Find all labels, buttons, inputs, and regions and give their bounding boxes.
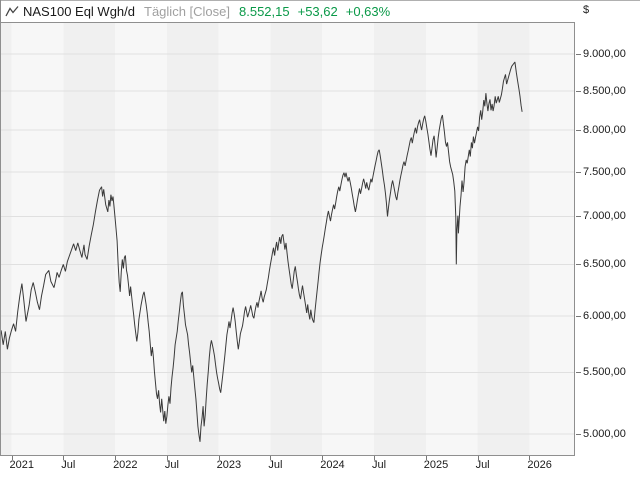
- symbol-label: NAS100 Eql Wgh/d: [23, 4, 136, 19]
- currency-unit-label: $: [583, 4, 590, 16]
- half-year-band: [11, 23, 64, 455]
- half-year-band: [529, 23, 574, 455]
- y-axis-tick: [576, 216, 581, 218]
- price-change-percent: +0,63%: [345, 4, 391, 19]
- x-axis-label: Jul: [164, 459, 179, 471]
- widget-top-border: [0, 0, 640, 1]
- x-axis-label: Jul: [61, 459, 76, 471]
- y-axis-label: 6.000,00: [583, 310, 626, 323]
- x-axis-tick: [270, 456, 272, 460]
- x-axis-tick: [218, 456, 220, 460]
- half-year-band: [1, 23, 12, 455]
- y-axis-tick: [576, 171, 581, 173]
- price-series-line: [1, 61, 523, 442]
- quote-values: 8.552,15 +53,62 +0,63%: [239, 4, 390, 19]
- x-axis-tick: [477, 456, 479, 460]
- quote-header: NAS100 Eql Wgh/d Täglich [Close] 8.552,1…: [1, 1, 580, 22]
- x-axis-tick: [115, 456, 117, 460]
- y-axis-tick: [576, 90, 581, 92]
- y-axis-label: 8.500,00: [583, 84, 626, 97]
- x-axis-label: 2023: [216, 459, 242, 471]
- line-chart-icon: [5, 5, 20, 18]
- y-axis-tick: [576, 372, 581, 374]
- x-axis-tick: [11, 456, 13, 460]
- x-axis-label: 2025: [423, 459, 449, 471]
- y-axis-label: 7.000,00: [583, 210, 626, 223]
- x-axis-label: 2022: [113, 459, 138, 471]
- y-axis-label: 9.000,00: [583, 48, 626, 60]
- x-axis-label: Jul: [371, 459, 387, 471]
- timeframe-label: Täglich [Close]: [144, 4, 230, 19]
- half-year-band: [218, 23, 271, 455]
- half-year-band: [322, 23, 374, 455]
- last-price: 8.552,15: [239, 4, 290, 19]
- half-year-band: [425, 23, 478, 455]
- half-year-band: [373, 23, 426, 455]
- x-axis-tick: [529, 456, 531, 460]
- x-axis-label: 2026: [527, 459, 552, 471]
- plot-area[interactable]: [0, 22, 575, 456]
- y-axis-tick: [576, 54, 581, 55]
- y-axis-label: 5.500,00: [583, 366, 626, 379]
- half-year-band: [477, 23, 530, 455]
- half-year-band: [166, 23, 219, 455]
- price-change: +53,62: [297, 4, 338, 19]
- half-year-band: [63, 23, 116, 455]
- x-axis-label: 2021: [9, 459, 34, 471]
- x-axis-label: 2024: [320, 459, 345, 471]
- x-axis-tick: [63, 456, 65, 460]
- y-axis-tick: [576, 316, 581, 318]
- half-year-band: [270, 23, 323, 455]
- y-axis-label: 7.500,00: [583, 165, 626, 178]
- y-axis-tick: [576, 264, 581, 266]
- x-axis-tick: [425, 456, 427, 460]
- y-axis-tick: [576, 130, 581, 132]
- half-year-band: [115, 23, 167, 455]
- x-axis-label: Jul: [475, 459, 490, 471]
- x-axis-label: Jul: [268, 459, 283, 471]
- x-axis-tick: [166, 456, 168, 460]
- x-axis-tick: [322, 456, 324, 460]
- x-axis-tick: [373, 456, 375, 460]
- y-axis-label: 8.000,00: [583, 124, 626, 137]
- y-axis-label: 6.500,00: [583, 258, 626, 271]
- y-axis-tick: [576, 434, 581, 435]
- plot-svg[interactable]: [1, 23, 574, 455]
- y-axis-label: 5.000,00: [583, 428, 626, 440]
